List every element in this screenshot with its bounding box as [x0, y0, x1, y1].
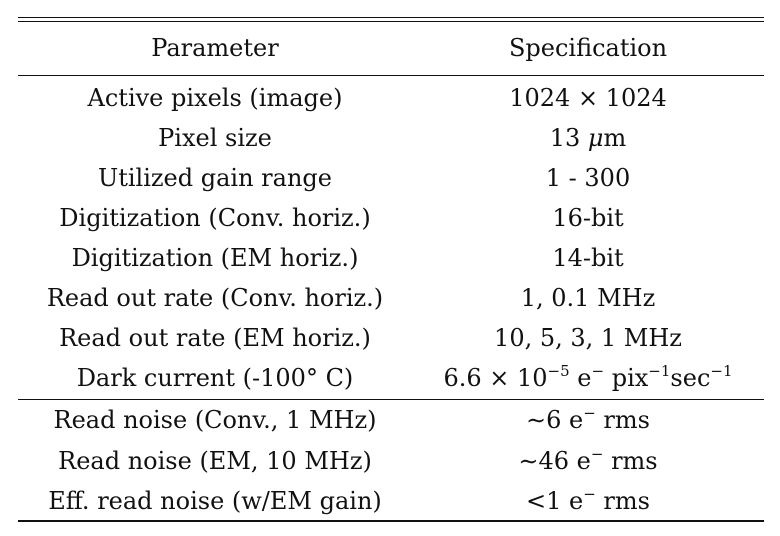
dark-current-e-sup: −: [591, 362, 605, 380]
mid-rule: [18, 399, 764, 400]
spec-pixel-size-value: 13: [549, 124, 581, 152]
param-read-noise-em: Read noise (EM, 10 MHz): [58, 447, 372, 475]
spec-pixel-size: 13 μm: [412, 120, 764, 156]
dark-current-sec-sup: −1: [710, 362, 733, 380]
param-pixel-size: Pixel size: [158, 124, 272, 152]
read-noise-conv-pre: ∼6 e: [526, 406, 584, 434]
param-digitization-conv: Digitization (Conv. horiz.): [59, 204, 371, 232]
dark-current-exponent: −5: [547, 362, 570, 380]
param-gain-range: Utilized gain range: [98, 164, 332, 192]
dark-current-mantissa: 6.6 × 10: [443, 364, 548, 392]
spec-pixel-size-unit: m: [603, 124, 627, 152]
spec-readout-em: 10, 5, 3, 1 MHz: [494, 324, 682, 352]
header-parameter: Parameter: [151, 34, 279, 62]
param-dark-current: Dark current (-100° C): [76, 364, 354, 392]
spec-gain-range: 1 - 300: [545, 164, 631, 192]
spec-read-noise-em: ∼46 e− rms: [412, 443, 764, 479]
read-noise-conv-post: rms: [595, 406, 650, 434]
spec-eff-read-noise: <1 e− rms: [412, 483, 764, 519]
spec-active-pixels: 1024 × 1024: [509, 84, 667, 112]
top-rule-lower: [18, 21, 764, 22]
spec-readout-conv: 1, 0.1 MHz: [520, 284, 656, 312]
param-read-noise-conv: Read noise (Conv., 1 MHz): [53, 406, 377, 434]
read-noise-em-pre: ∼46 e: [518, 447, 591, 475]
header-specification: Specification: [508, 34, 668, 62]
spec-dark-current: 6.6 × 10−5 e− pix−1sec−1: [412, 360, 764, 396]
read-noise-em-sup: −: [590, 445, 604, 463]
eff-read-noise-sup: −: [583, 485, 596, 503]
dark-current-sec: sec: [670, 364, 711, 392]
param-digitization-em: Digitization (EM horiz.): [71, 244, 359, 272]
dark-current-pix-sup: −1: [648, 362, 671, 380]
read-noise-em-post: rms: [603, 447, 658, 475]
dark-current-pix: pix: [604, 364, 649, 392]
spec-read-noise-conv: ∼6 e− rms: [412, 402, 764, 438]
spec-pixel-size-mu: μ: [587, 124, 604, 152]
param-active-pixels: Active pixels (image): [87, 84, 343, 112]
dark-current-e: e: [569, 364, 592, 392]
read-noise-conv-sup: −: [583, 404, 596, 422]
param-eff-read-noise: Eff. read noise (w/EM gain): [48, 487, 382, 515]
spec-digitization-conv: 16-bit: [552, 204, 624, 232]
eff-read-noise-pre: <1 e: [526, 487, 584, 515]
param-readout-conv: Read out rate (Conv. horiz.): [46, 284, 384, 312]
param-readout-em: Read out rate (EM horiz.): [59, 324, 371, 352]
bottom-rule: [18, 520, 764, 522]
header-rule: [18, 75, 764, 76]
top-rule-upper: [18, 17, 764, 18]
spec-digitization-em: 14-bit: [552, 244, 624, 272]
eff-read-noise-post: rms: [595, 487, 650, 515]
